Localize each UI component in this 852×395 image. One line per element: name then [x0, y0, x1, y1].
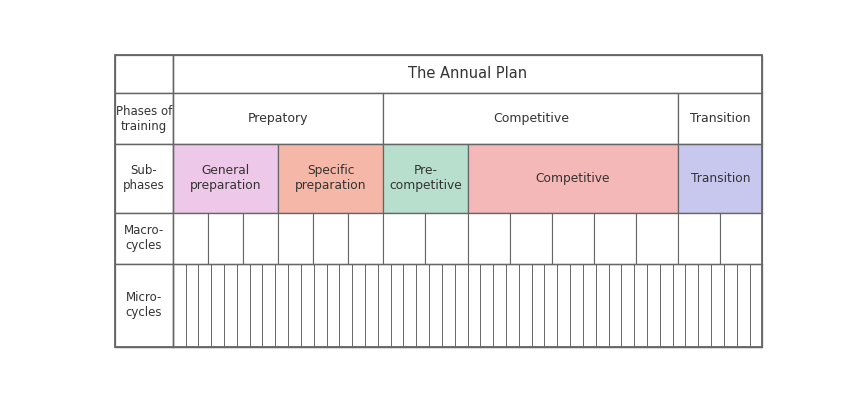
Bar	[677, 144, 762, 213]
Bar	[467, 213, 509, 264]
Text: General
preparation: General preparation	[189, 164, 261, 192]
Text: Competitive: Competitive	[492, 112, 568, 125]
Bar	[509, 213, 551, 264]
Bar	[551, 213, 593, 264]
Bar	[278, 144, 383, 213]
Text: Macro-
cycles: Macro- cycles	[124, 224, 164, 252]
Text: Specific
preparation: Specific preparation	[295, 164, 366, 192]
Bar	[383, 93, 677, 144]
Bar	[114, 144, 172, 213]
Bar	[313, 213, 348, 264]
Bar	[243, 213, 278, 264]
Bar	[677, 93, 762, 144]
Text: Competitive: Competitive	[535, 172, 609, 185]
Text: Pre-
competitive: Pre- competitive	[389, 164, 461, 192]
Bar	[677, 213, 719, 264]
Bar	[172, 213, 208, 264]
Bar	[425, 213, 467, 264]
Text: Transition: Transition	[690, 172, 749, 185]
Bar	[593, 213, 636, 264]
Bar	[348, 213, 383, 264]
Bar	[172, 144, 278, 213]
Bar	[383, 144, 467, 213]
Bar	[278, 213, 313, 264]
Bar	[719, 213, 762, 264]
Bar	[114, 213, 172, 264]
Bar	[208, 213, 243, 264]
Text: Sub-
phases: Sub- phases	[123, 164, 164, 192]
Text: Prepatory: Prepatory	[247, 112, 308, 125]
Text: The Annual Plan: The Annual Plan	[407, 66, 527, 81]
Text: Phases of
training: Phases of training	[115, 105, 171, 132]
Text: Micro-
cycles: Micro- cycles	[125, 292, 162, 320]
Bar	[636, 213, 677, 264]
Bar	[467, 144, 677, 213]
Bar	[114, 93, 172, 144]
Bar	[172, 55, 762, 93]
Text: Transition: Transition	[689, 112, 750, 125]
Bar	[114, 55, 172, 93]
Bar	[114, 264, 172, 347]
Bar	[172, 264, 762, 347]
Bar	[383, 213, 425, 264]
Bar	[172, 93, 383, 144]
